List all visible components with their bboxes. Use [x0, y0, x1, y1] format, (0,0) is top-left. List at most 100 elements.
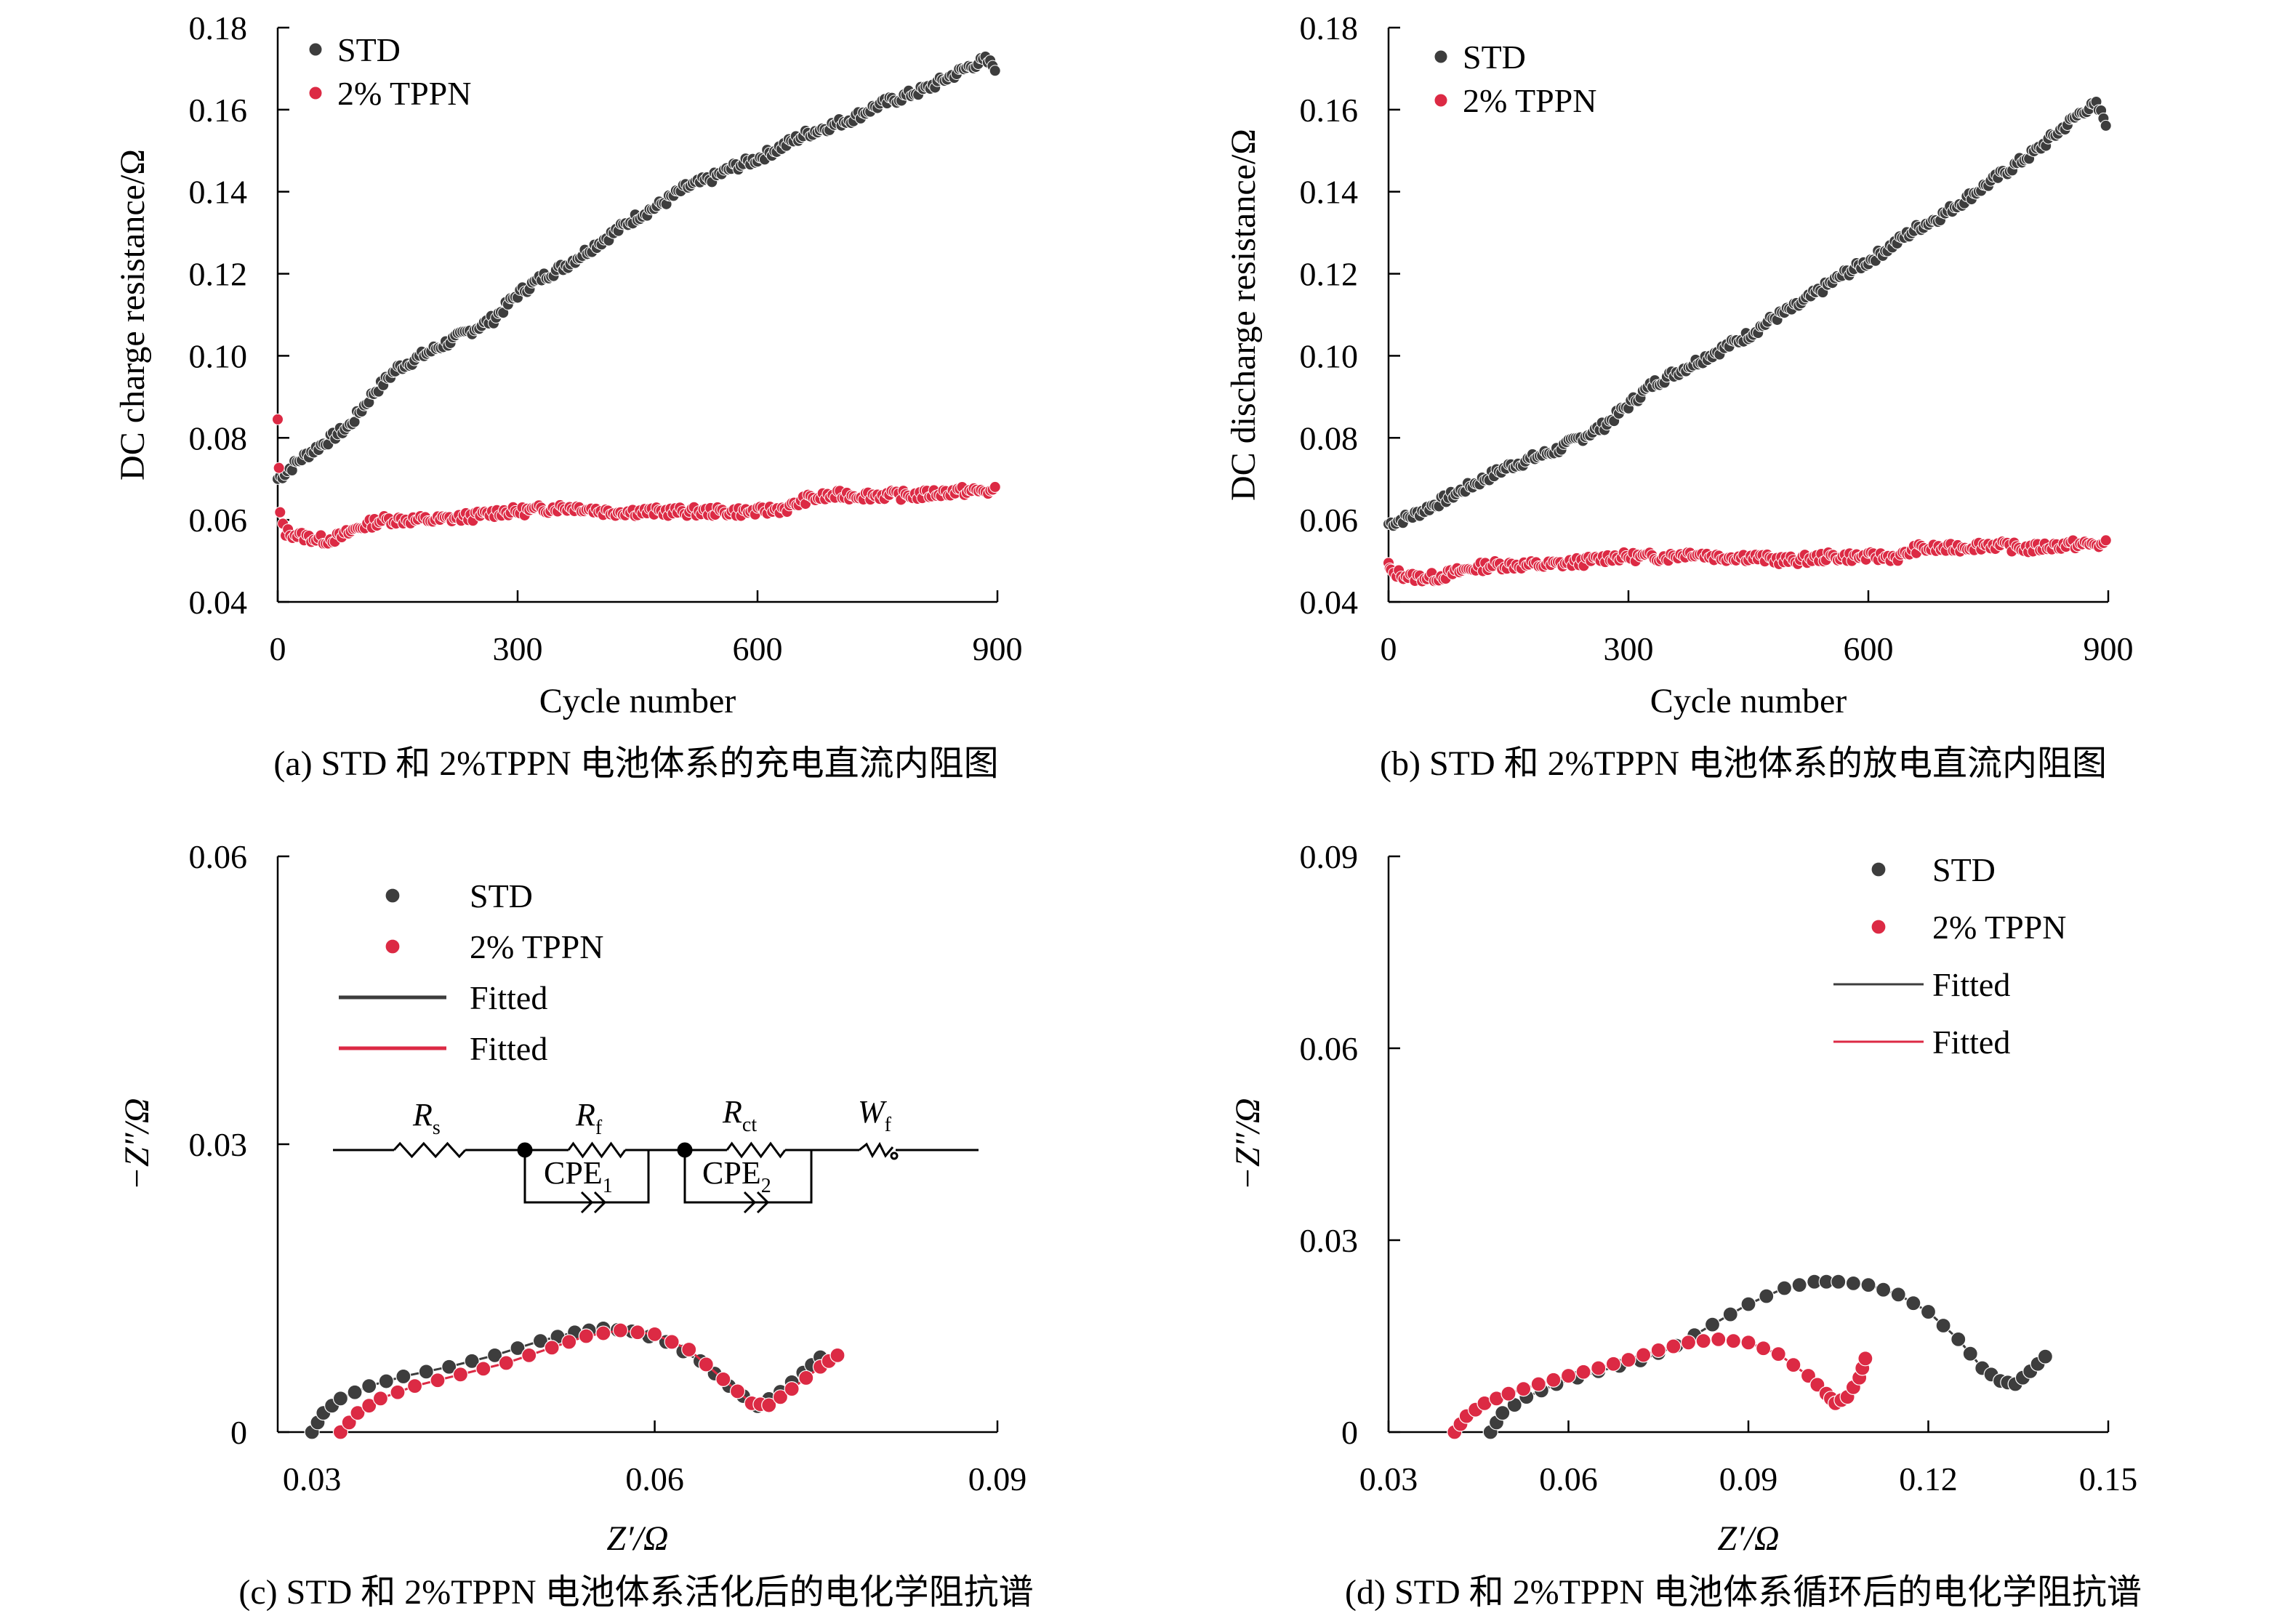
legend-c: STD 2% TPPN Fitted Fitted [339, 877, 603, 1067]
data-point-tppn-a [273, 462, 285, 474]
data-point-std-d [1704, 1317, 1721, 1332]
legend-label: 2% TPPN [470, 928, 603, 965]
legend-label: STD [470, 877, 533, 914]
data-point-tppn-c [341, 1415, 357, 1431]
x-tick-label-b: 600 [1844, 630, 1894, 667]
data-point-tppn-d [1756, 1340, 1772, 1356]
data-point-tppn-c [784, 1380, 800, 1397]
data-point-tppn-d [1711, 1331, 1727, 1348]
y-axis-label-b: DC discharge resistance/Ω [1224, 129, 1263, 501]
fitted-line-std-d [1490, 1280, 2046, 1433]
data-point-tppn-d [1725, 1332, 1741, 1349]
y-tick-label-c: 0.03 [189, 1126, 248, 1163]
warburg-element-icon [859, 1141, 894, 1159]
data-point-tppn-c [595, 1325, 611, 1341]
x-tick-label-a: 900 [973, 630, 1023, 667]
equivalent-circuit-diagram [333, 1141, 979, 1214]
y-tick-label-b: 0.18 [1300, 9, 1359, 47]
data-point-tppn-a [272, 413, 284, 425]
label-cpe2: CPE2 [702, 1155, 771, 1197]
cpe1-icon [580, 1191, 607, 1214]
caption-b: (b) STD 和 2%TPPN 电池体系的放电直流内阻图 [1380, 744, 2107, 783]
legend-label: Fitted [470, 979, 547, 1016]
data-point-tppn-c [612, 1322, 629, 1338]
data-point-tppn-d [1770, 1346, 1786, 1362]
legend-d: STD 2% TPPN Fitted Fitted [1833, 851, 2066, 1061]
label-wf: Wf [858, 1094, 892, 1136]
data-point-tppn-c [521, 1347, 537, 1364]
data-point-tppn-c [715, 1371, 731, 1388]
data-point-std-c [347, 1384, 363, 1400]
y-tick-label-a: 0.12 [189, 256, 248, 293]
data-point-std-b [2100, 119, 2112, 132]
y-tick-label-c: 0.06 [189, 838, 248, 875]
panel-a: (a) STD 和 2%TPPN 电池体系的充电直流内阻图 0.04 0.06 0.… [113, 9, 1023, 783]
label-cpe1: CPE1 [544, 1155, 613, 1197]
data-point-tppn-c [772, 1389, 789, 1405]
caption-d: (d) STD 和 2%TPPN 电池体系循环后的电化学阻抗谱 [1345, 1573, 2142, 1612]
resistor-rct-icon [726, 1141, 787, 1159]
y-tick-label-d: 0.03 [1300, 1222, 1359, 1259]
data-point-tppn-c [578, 1328, 594, 1344]
data-point-tppn-c [452, 1367, 469, 1383]
data-point-tppn-a [274, 506, 286, 518]
legend-marker-std [1434, 49, 1448, 64]
data-point-std-d [2037, 1348, 2053, 1364]
legend-label: Fitted [1932, 1024, 2010, 1061]
data-point-tppn-c [406, 1378, 423, 1394]
data-point-tppn-d [1857, 1351, 1873, 1367]
data-point-tppn-c [664, 1334, 680, 1350]
legend-marker-std [385, 888, 401, 904]
y-tick-label-a: 0.16 [189, 92, 248, 129]
legend-label: STD [337, 31, 401, 68]
x-tick-label-b: 0 [1381, 630, 1397, 667]
data-point-tppn-d [1680, 1335, 1697, 1351]
warburg-terminal [890, 1151, 899, 1160]
data-point-std-c [532, 1332, 549, 1349]
data-point-std-c [464, 1353, 480, 1369]
y-tick-label-b: 0.12 [1300, 256, 1359, 293]
data-point-tppn-d [1560, 1367, 1577, 1384]
y-tick-label-c: 0 [230, 1414, 247, 1451]
data-point-std-d [1890, 1287, 1906, 1303]
y-tick-label-b: 0.06 [1300, 502, 1359, 539]
data-point-std-d [1845, 1275, 1861, 1292]
data-point-std-c [378, 1373, 394, 1389]
data-point-tppn-d [1740, 1335, 1756, 1351]
data-point-tppn-d [1575, 1364, 1591, 1380]
y-tick-label-a: 0.04 [189, 584, 248, 621]
x-tick-label-c: 0.03 [283, 1460, 342, 1498]
data-point-tppn-c [829, 1347, 845, 1364]
y-tick-label-a: 0.06 [189, 502, 248, 539]
x-tick-label-c: 0.06 [625, 1460, 684, 1498]
data-point-std-c [510, 1340, 526, 1356]
legend-label: 2% TPPN [1932, 909, 2066, 946]
data-point-std-d [1722, 1306, 1738, 1322]
x-tick-label-a: 0 [270, 630, 286, 667]
data-point-tppn-c [350, 1404, 366, 1421]
data-point-tppn-c [372, 1391, 389, 1407]
data-point-tppn-c [761, 1397, 777, 1413]
data-point-tppn-c [498, 1355, 514, 1371]
legend-label: STD [1463, 39, 1526, 76]
y-tick-label-b: 0.10 [1300, 337, 1359, 374]
data-point-tppn-d [1785, 1356, 1801, 1373]
legend-b: STD 2% TPPN [1434, 39, 1596, 119]
resistor-rf-icon [567, 1141, 627, 1159]
label-rct: Rct [722, 1094, 757, 1136]
y-tick-label-a: 0.10 [189, 337, 248, 374]
x-axis-label-d: Z′/Ω [1717, 1519, 1779, 1558]
resistor-rs-icon [393, 1141, 467, 1159]
x-tick-label-b: 900 [2084, 630, 2134, 667]
panel-b: (b) STD 和 2%TPPN 电池体系的放电直流内阻图 0.04 0.06 0.… [1224, 9, 2134, 783]
data-point-std-c [361, 1378, 377, 1394]
y-axis-label-c: −Z″/Ω [118, 1098, 156, 1190]
y-tick-label-b: 0.08 [1300, 419, 1359, 457]
label-rs: Rs [412, 1097, 441, 1139]
data-point-tppn-c [361, 1398, 377, 1414]
data-point-std-d [1831, 1274, 1847, 1290]
data-point-tppn-d [1636, 1347, 1652, 1363]
data-point-tppn-d [1500, 1386, 1516, 1402]
y-tick-label-a: 0.14 [189, 174, 248, 211]
data-point-tppn-c [681, 1341, 697, 1358]
